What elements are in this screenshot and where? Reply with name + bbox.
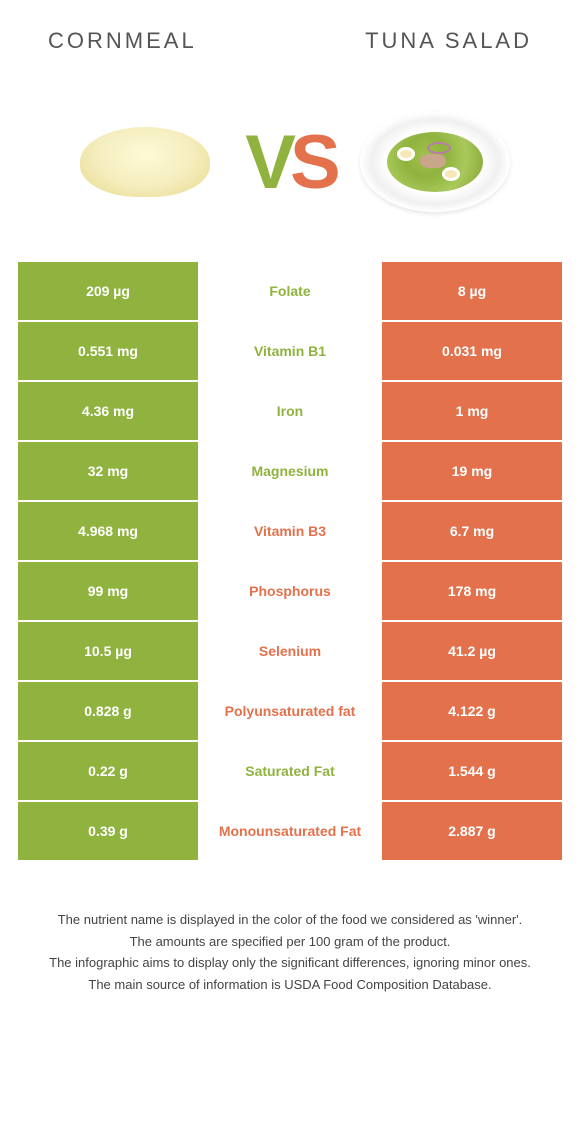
table-row: 0.22 gSaturated Fat1.544 g [18, 742, 562, 800]
right-value: 6.7 mg [382, 502, 562, 560]
table-row: 0.551 mgVitamin B10.031 mg [18, 322, 562, 380]
cornmeal-icon [80, 127, 210, 197]
table-row: 4.36 mgIron1 mg [18, 382, 562, 440]
vs-v: V [245, 119, 290, 206]
right-value: 1 mg [382, 382, 562, 440]
left-value: 0.22 g [18, 742, 198, 800]
table-row: 0.39 gMonounsaturated Fat2.887 g [18, 802, 562, 860]
footnote-line: The amounts are specified per 100 gram o… [36, 932, 544, 952]
footnote-line: The main source of information is USDA F… [36, 975, 544, 995]
footnote-line: The nutrient name is displayed in the co… [36, 910, 544, 930]
nutrient-label: Monounsaturated Fat [200, 802, 380, 860]
nutrient-label: Polyunsaturated fat [200, 682, 380, 740]
left-value: 4.36 mg [18, 382, 198, 440]
left-food-title: CORNMEAL [48, 28, 197, 54]
right-food-title: TUNA SALAD [365, 28, 532, 54]
vs-s: S [290, 119, 335, 206]
table-row: 99 mgPhosphorus178 mg [18, 562, 562, 620]
left-value: 32 mg [18, 442, 198, 500]
nutrient-label: Vitamin B1 [200, 322, 380, 380]
tuna-salad-icon [360, 112, 510, 212]
left-value: 209 µg [18, 262, 198, 320]
table-row: 4.968 mgVitamin B36.7 mg [18, 502, 562, 560]
nutrient-label: Iron [200, 382, 380, 440]
nutrient-label: Saturated Fat [200, 742, 380, 800]
nutrient-label: Selenium [200, 622, 380, 680]
header: CORNMEAL TUNA SALAD [0, 0, 580, 62]
tuna-salad-image [355, 102, 515, 222]
right-value: 0.031 mg [382, 322, 562, 380]
right-value: 8 µg [382, 262, 562, 320]
footnotes: The nutrient name is displayed in the co… [0, 890, 580, 1016]
table-row: 209 µgFolate8 µg [18, 262, 562, 320]
left-value: 10.5 µg [18, 622, 198, 680]
left-value: 0.551 mg [18, 322, 198, 380]
nutrient-label: Vitamin B3 [200, 502, 380, 560]
right-value: 19 mg [382, 442, 562, 500]
right-value: 178 mg [382, 562, 562, 620]
right-value: 4.122 g [382, 682, 562, 740]
footnote-line: The infographic aims to display only the… [36, 953, 544, 973]
hero-row: V S [0, 62, 580, 262]
right-value: 1.544 g [382, 742, 562, 800]
cornmeal-image [65, 102, 225, 222]
right-value: 2.887 g [382, 802, 562, 860]
table-row: 10.5 µgSelenium41.2 µg [18, 622, 562, 680]
left-value: 0.828 g [18, 682, 198, 740]
left-value: 4.968 mg [18, 502, 198, 560]
left-value: 99 mg [18, 562, 198, 620]
nutrient-table: 209 µgFolate8 µg0.551 mgVitamin B10.031 … [18, 262, 562, 860]
left-value: 0.39 g [18, 802, 198, 860]
nutrient-label: Phosphorus [200, 562, 380, 620]
right-value: 41.2 µg [382, 622, 562, 680]
nutrient-label: Magnesium [200, 442, 380, 500]
nutrient-label: Folate [200, 262, 380, 320]
table-row: 32 mgMagnesium19 mg [18, 442, 562, 500]
table-row: 0.828 gPolyunsaturated fat4.122 g [18, 682, 562, 740]
vs-label: V S [245, 119, 334, 206]
